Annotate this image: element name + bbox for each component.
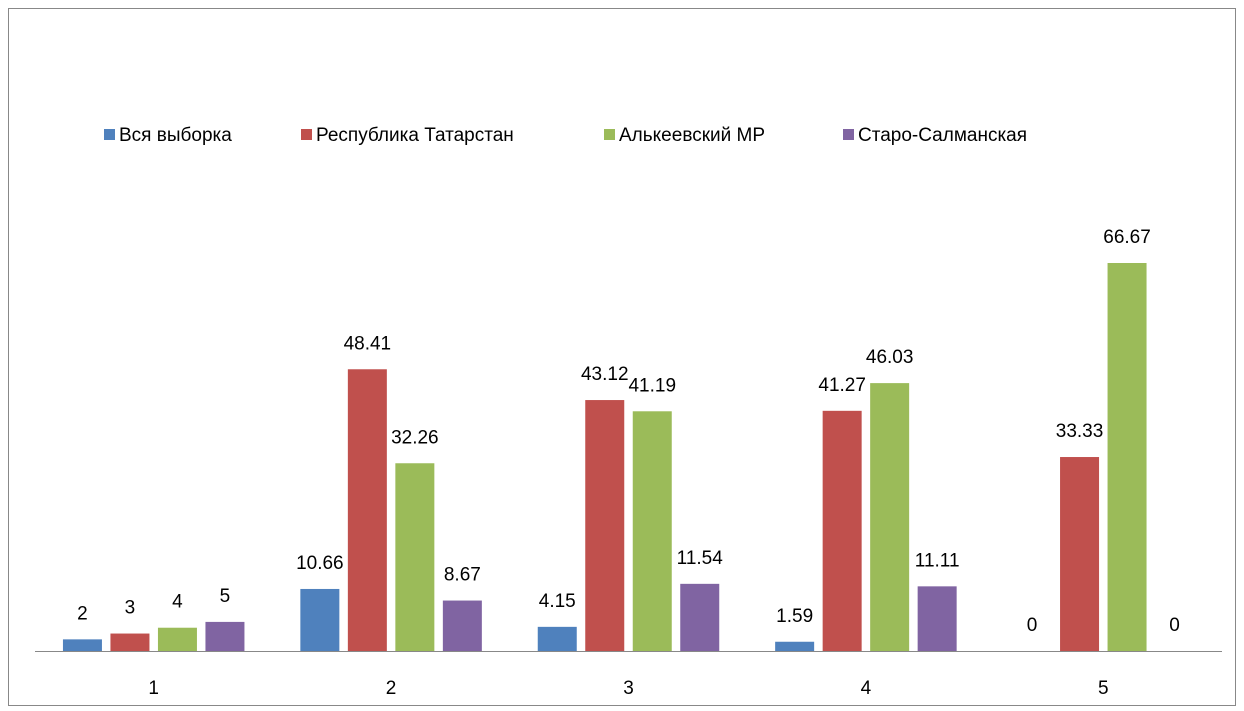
legend-swatch [843,129,854,140]
data-label: 48.41 [344,333,392,354]
data-label: 46.03 [866,347,914,368]
bar [205,621,245,651]
data-label: 11.54 [677,548,724,569]
x-tick-label: 3 [623,678,634,699]
bar [632,411,672,651]
data-label: 41.19 [628,375,676,396]
data-label: 0 [1027,615,1038,636]
data-label: 2 [77,603,88,624]
data-label: 43.12 [581,364,629,385]
data-label: 3 [125,598,136,619]
bar [537,626,577,651]
legend-label: Республика Татарстан [316,125,514,146]
bar [110,633,150,651]
data-label: 66.67 [1103,227,1151,248]
data-label: 11.11 [915,550,960,571]
legend-label: Старо-Салманская [858,125,1027,146]
x-tick-label: 1 [148,678,159,699]
data-label: 5 [220,586,231,607]
bar [585,400,625,651]
x-tick-label: 5 [1098,678,1109,699]
data-label: 32.26 [391,427,439,448]
bar [822,410,862,651]
data-label: 0 [1169,615,1180,636]
data-label: 10.66 [296,553,344,574]
bar [347,369,387,651]
legend-label: Алькеевский МР [619,125,765,146]
x-tick-label: 2 [386,678,397,699]
bar [395,463,435,651]
bar [300,588,340,651]
data-label: 4.15 [539,591,576,612]
bar [1107,263,1147,651]
bar [1060,457,1100,651]
bar [62,639,102,651]
x-tick-label: 4 [861,678,872,699]
bar [775,641,815,651]
bar [157,627,197,651]
legend-swatch [301,129,312,140]
data-label: 8.67 [444,565,481,586]
bar [680,583,720,651]
data-label: 1.59 [776,606,813,627]
bar [442,600,482,651]
legend-swatch [104,129,115,140]
legend-swatch [604,129,615,140]
data-label: 33.33 [1056,421,1104,442]
legend-label: Вся выборка [119,125,232,146]
bar [870,383,910,651]
data-label: 41.27 [818,375,866,396]
data-label: 4 [172,592,183,613]
bar [917,586,957,651]
